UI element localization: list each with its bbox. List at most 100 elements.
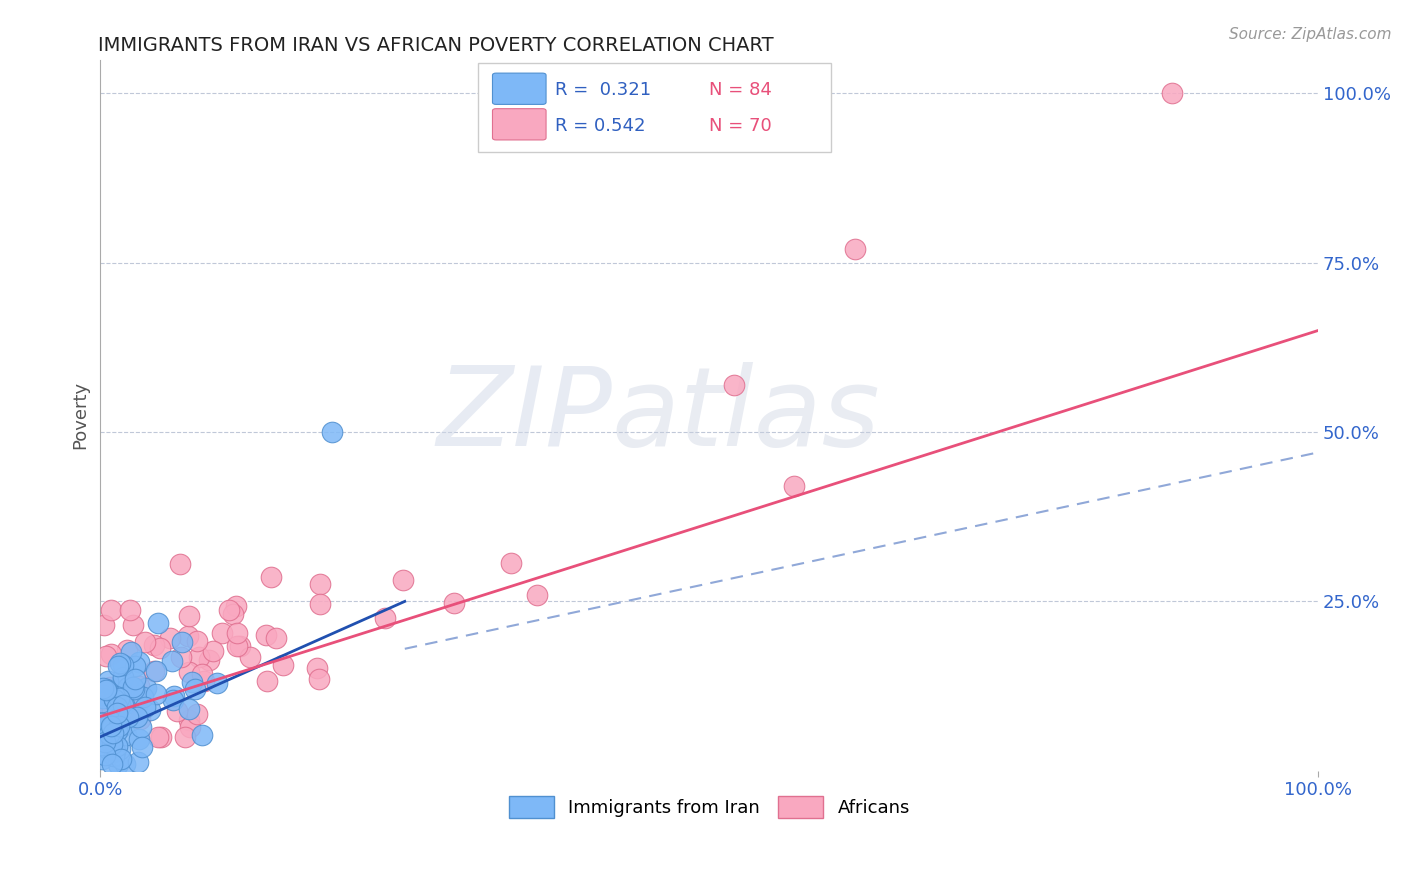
Point [100,737,122,751]
Point [142,638,165,652]
Point [309,577,332,591]
Point [91,738,114,752]
Point [783,479,806,493]
Point [392,573,415,587]
Point [162,693,184,707]
Point [100,719,122,733]
Point [93,735,115,749]
Point [117,710,139,724]
Point [526,588,548,602]
Point [101,756,124,771]
Point [94,687,117,701]
Point [256,674,278,689]
Point [174,730,197,744]
Point [128,655,150,669]
Point [211,625,233,640]
Point [104,729,127,743]
Point [131,720,153,734]
Point [184,681,207,696]
Point [124,673,146,687]
FancyBboxPatch shape [492,109,546,140]
Text: IMMIGRANTS FROM IRAN VS AFRICAN POVERTY CORRELATION CHART: IMMIGRANTS FROM IRAN VS AFRICAN POVERTY … [98,36,775,54]
Point [307,661,329,675]
Point [90,751,112,765]
Point [127,755,149,769]
Point [111,698,134,712]
Point [105,739,128,753]
Point [98,723,121,738]
Legend: Immigrants from Iran, Africans: Immigrants from Iran, Africans [502,789,917,826]
Point [218,603,240,617]
Point [229,639,252,653]
Point [186,634,208,648]
Point [96,719,118,733]
Point [177,629,200,643]
Point [321,425,343,439]
Point [105,699,128,714]
Point [117,680,139,694]
Point [146,615,169,630]
Text: atlas: atlas [612,361,880,468]
Point [149,640,172,655]
Point [134,635,156,649]
Point [260,570,283,584]
Point [110,720,132,734]
Point [159,631,181,645]
Point [191,728,214,742]
Point [93,729,115,743]
Point [145,687,167,701]
Point [169,557,191,571]
Point [264,632,287,646]
Point [98,680,121,694]
Point [111,670,134,684]
Point [374,611,396,625]
Point [97,726,120,740]
Point [222,607,245,621]
Point [309,597,332,611]
Point [103,692,125,706]
Point [187,649,209,664]
Point [107,722,129,736]
Point [91,689,114,703]
Point [91,681,114,695]
FancyBboxPatch shape [478,63,831,152]
Point [125,709,148,723]
Point [101,723,124,737]
Point [134,699,156,714]
Point [177,665,200,679]
Point [254,628,277,642]
Point [105,706,128,721]
Point [122,696,145,710]
Text: R =  0.321: R = 0.321 [554,81,651,99]
Point [186,706,208,721]
Point [162,689,184,703]
Y-axis label: Poverty: Poverty [72,381,89,450]
Point [139,703,162,717]
Point [97,674,120,689]
Point [193,674,215,689]
Point [100,724,122,739]
Point [443,596,465,610]
Point [91,695,114,709]
Point [107,658,129,673]
Text: N = 84: N = 84 [709,81,772,99]
Point [100,602,122,616]
Point [180,674,202,689]
Point [97,741,120,756]
Point [135,681,157,696]
Point [170,650,193,665]
Point [179,720,201,734]
Point [110,751,132,765]
Point [146,730,169,744]
Point [149,730,172,744]
Point [844,242,866,256]
Point [101,701,124,715]
Point [125,698,148,712]
Point [96,681,118,696]
Point [118,603,141,617]
Text: Source: ZipAtlas.com: Source: ZipAtlas.com [1229,27,1392,42]
Point [108,719,131,733]
Point [177,702,200,716]
Point [100,719,122,733]
Point [96,696,118,710]
